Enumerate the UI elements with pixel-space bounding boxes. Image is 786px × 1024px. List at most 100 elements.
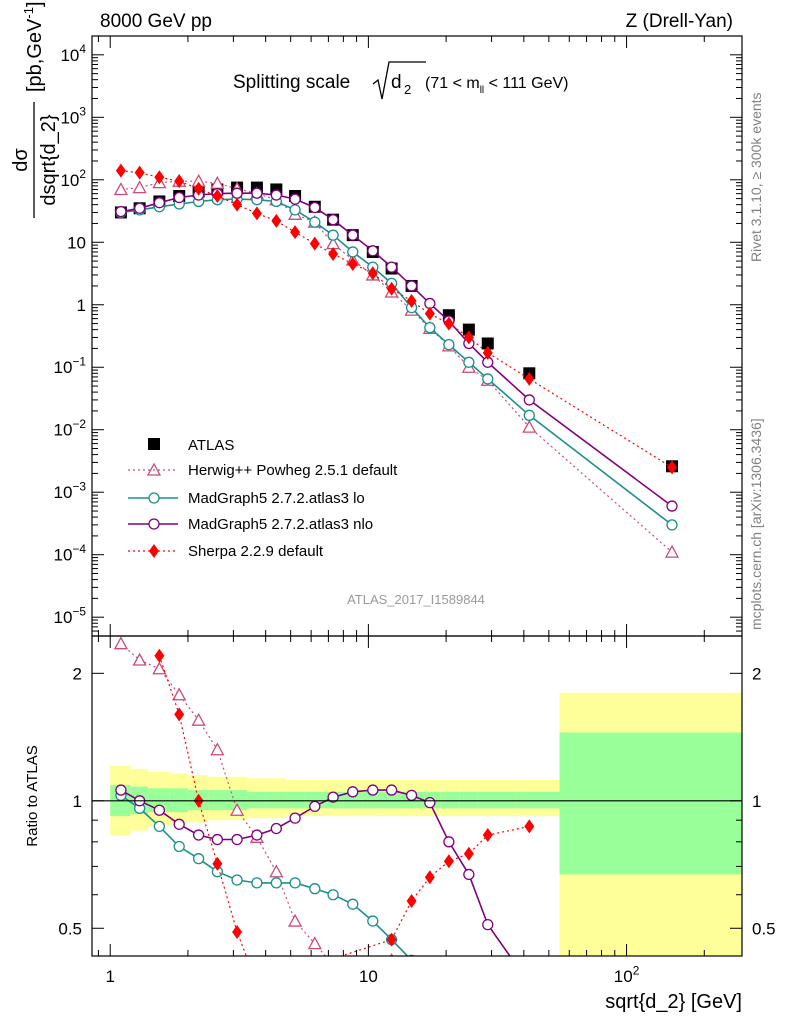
legend-item-nlo: MadGraph5 2.7.2.atlas3 nlo <box>128 516 373 533</box>
point-atlas <box>462 323 475 336</box>
header-left: 8000 GeV pp <box>100 11 212 32</box>
point-sherpa <box>386 932 397 947</box>
point-atlas <box>481 337 494 350</box>
point-nlo <box>347 786 359 798</box>
legend-marker-sherpa <box>149 544 159 558</box>
point-sherpa <box>309 236 320 251</box>
point-sherpa <box>367 266 378 281</box>
point-nlo <box>367 245 379 257</box>
legend-marker-atlas <box>148 438 160 450</box>
main-ytick-label: 10−3 <box>54 480 87 503</box>
point-sherpa <box>193 181 204 196</box>
point-herwig <box>132 180 147 194</box>
chart-title: Splitting scale d 2 (71 < mll < 111 GeV) <box>233 61 568 100</box>
title-cut-lead: (71 < m <box>425 75 480 92</box>
point-sherpa <box>252 977 262 991</box>
ratio-ytick-label-left: 1 <box>73 792 82 811</box>
point-nlo <box>424 796 436 809</box>
axes-layer: 10−5 10−4 10−3 10−2 10−1 1 10 102 103 104 1 10 102 0.… <box>54 35 776 986</box>
point-nlo <box>251 829 263 841</box>
point-sherpa <box>424 870 435 885</box>
point-sherpa <box>154 170 165 185</box>
band-inner-bin <box>440 791 460 809</box>
point-lo <box>173 840 185 853</box>
legend: ATLAS Herwig++ Powheg 2.5.1 default MadG… <box>128 437 398 560</box>
series-line-lo <box>120 794 409 956</box>
point-sherpa <box>482 345 493 360</box>
point-nlo <box>192 829 205 841</box>
main-ytick-label: 10−2 <box>54 417 87 440</box>
point-herwig <box>347 973 359 984</box>
main-ytick-label: 102 <box>60 167 86 190</box>
point-lo <box>309 883 321 895</box>
point-nlo <box>211 833 224 846</box>
point-sherpa <box>174 707 185 722</box>
mcplots-label: mcplots.cern.ch [arXiv:1306.3436] <box>748 418 764 630</box>
ratio-ytick-label-left: 0.5 <box>58 919 82 938</box>
point-sherpa <box>154 648 165 663</box>
point-herwig <box>152 661 167 675</box>
point-nlo <box>327 791 339 803</box>
main-ytick-label: 10−5 <box>54 605 87 628</box>
point-nlo <box>173 191 185 204</box>
point-nlo <box>153 804 166 816</box>
point-lo <box>327 889 339 901</box>
point-nlo <box>289 812 301 824</box>
main-ytick-label: 10−1 <box>54 355 87 378</box>
band-inner-bin <box>208 790 226 811</box>
ratio-xtick-label: 1 <box>105 967 114 986</box>
ylabel-numerator: dσ <box>10 148 32 172</box>
point-lo <box>463 356 475 368</box>
point-lo <box>153 820 166 833</box>
point-herwig <box>664 544 680 558</box>
series-line-nlo <box>120 192 673 507</box>
band-inner-bin <box>362 791 383 809</box>
point-lo <box>482 373 494 385</box>
title-main: Splitting scale <box>233 72 350 93</box>
point-sherpa <box>524 819 535 834</box>
main-ytick-label: 1 <box>77 296 86 315</box>
ylabel-unit-exp: -1 <box>21 7 36 19</box>
point-nlo <box>524 979 534 989</box>
point-sherpa <box>232 197 243 212</box>
point-nlo <box>666 500 678 512</box>
ratio-ytick-label-right: 1 <box>752 792 761 811</box>
point-sherpa <box>524 371 535 386</box>
point-lo <box>309 216 321 228</box>
main-series-layer <box>113 163 680 558</box>
point-herwig <box>307 936 322 950</box>
ylabel-unit-close: ] <box>24 1 46 7</box>
point-herwig <box>172 687 187 701</box>
point-nlo <box>231 187 243 199</box>
legend-label-nlo: MadGraph5 2.7.2.atlas3 nlo <box>188 516 373 533</box>
point-sherpa <box>424 306 435 321</box>
title-var: d <box>391 72 402 93</box>
legend-label-herwig: Herwig++ Powheg 2.5.1 default <box>188 462 398 479</box>
point-lo <box>347 898 359 910</box>
analysis-watermark: ATLAS_2017_I1589844 <box>347 592 485 607</box>
point-nlo <box>385 784 398 796</box>
point-nlo <box>289 193 301 205</box>
point-sherpa <box>386 281 397 296</box>
band-inner-bin <box>247 791 266 809</box>
ratio-ytick-label-left: 2 <box>73 664 82 683</box>
point-sherpa <box>251 206 262 221</box>
band-inner-bin <box>343 791 363 809</box>
ratio-ytick-label-right: 2 <box>752 664 761 683</box>
point-lo <box>327 229 339 241</box>
point-nlo <box>231 833 243 846</box>
point-herwig <box>113 182 129 196</box>
main-ytick-label: 10 <box>67 233 86 252</box>
ylabel-unit-main: [pb,GeV <box>24 18 46 92</box>
point-nlo <box>405 280 418 292</box>
point-sherpa <box>482 828 493 843</box>
series-line-sherpa <box>120 170 673 468</box>
main-ylabel: dσ dsqrt{d_2} [pb,GeV-1] <box>10 1 60 218</box>
legend-item-herwig: Herwig++ Powheg 2.5.1 default <box>128 462 398 479</box>
point-herwig <box>113 636 129 650</box>
point-nlo <box>173 818 185 830</box>
point-nlo <box>309 201 321 214</box>
legend-marker-herwig <box>146 462 162 476</box>
point-nlo <box>115 205 127 218</box>
